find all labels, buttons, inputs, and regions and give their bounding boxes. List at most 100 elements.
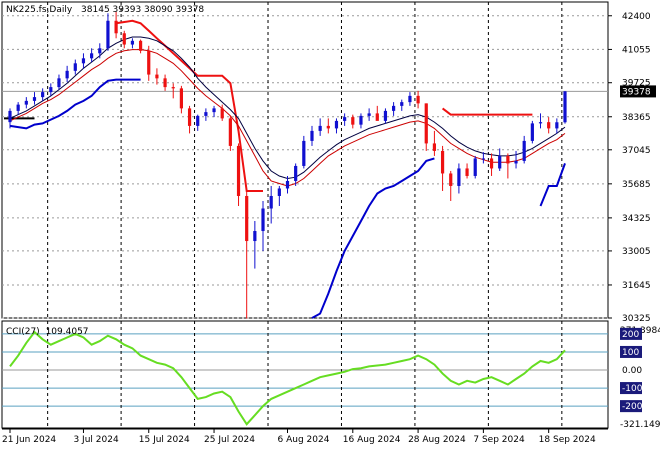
- candle-body: [440, 150, 445, 174]
- cci-axis-labels: 200 100 0.00 -100 -200: [620, 327, 643, 413]
- candle-body: [359, 115, 363, 125]
- candle-body: [498, 155, 502, 169]
- candle-body: [114, 20, 118, 34]
- price-tick-label: 34325: [622, 214, 651, 224]
- candle-body: [8, 110, 12, 123]
- candle-body: [236, 145, 241, 196]
- candle-body: [465, 168, 469, 176]
- candle-body: [375, 113, 379, 121]
- candle-body: [24, 100, 28, 105]
- candle-body: [81, 58, 86, 64]
- x-tick-label: 18 Sep 2024: [539, 435, 596, 445]
- candlesticks: [8, 12, 567, 319]
- cci-tick-label: 200: [622, 330, 639, 340]
- x-tick-label: 16 Aug 2024: [343, 435, 401, 445]
- price-tick-label: 37045: [622, 146, 651, 156]
- cci-level-box: [620, 327, 642, 340]
- candle-body: [261, 208, 265, 232]
- candle-body: [522, 140, 526, 161]
- chart-header: NK225.fs,Daily 38145 39393 38090 39378: [6, 5, 204, 15]
- candle-body: [367, 113, 371, 116]
- candle-body: [432, 143, 437, 151]
- candle-body: [73, 63, 77, 71]
- x-tick-label: 7 Sep 2024: [473, 435, 525, 445]
- cci-level-box: [620, 345, 642, 358]
- x-tick-label: 25 Jul 2024: [204, 435, 255, 445]
- candle-body: [318, 125, 322, 131]
- x-tick-label: 3 Jul 2024: [73, 435, 118, 445]
- candle-body: [138, 40, 143, 51]
- candle-body: [563, 91, 567, 123]
- price-tick-label: 33005: [622, 247, 651, 257]
- candle-body: [163, 78, 167, 88]
- stop-down-line: [115, 19, 263, 192]
- candle-body: [530, 123, 534, 141]
- candle-body: [220, 108, 224, 119]
- candle-body: [538, 122, 543, 124]
- price-tick-label: 38365: [622, 113, 651, 123]
- symbol-label: NK225.fs,Daily: [6, 5, 73, 15]
- candle-body: [212, 108, 216, 113]
- candle-body: [392, 105, 396, 111]
- candle-body: [473, 158, 477, 176]
- cci-header: CCI(27) 109.4057: [6, 327, 89, 337]
- x-tick-label: 15 Jul 2024: [139, 435, 190, 445]
- candle-body: [506, 155, 510, 164]
- candle-body: [400, 102, 404, 106]
- price-tick-label: 30325: [622, 314, 651, 324]
- x-tick-label: 21 Jun 2024: [2, 435, 56, 445]
- price-tick-label: 31645: [622, 281, 651, 291]
- stop-up-line: [311, 157, 435, 319]
- cci-tick-label: -100: [622, 384, 643, 394]
- candle-body: [269, 195, 273, 209]
- vertical-grid-main: [47, 2, 563, 318]
- candle-body: [57, 78, 61, 88]
- candle-body: [457, 168, 461, 186]
- candle-body: [343, 117, 347, 121]
- cci-level-box: [620, 382, 642, 395]
- x-tick-label: 28 Aug 2024: [408, 435, 466, 445]
- candle-body: [310, 130, 314, 141]
- cci-tick-label: -200: [622, 402, 643, 412]
- current-price-label: 39378: [622, 87, 651, 97]
- price-axis-labels: 42400 41055 39725 38365 37045 35685 34325 33005…: [622, 12, 651, 324]
- candle-body: [285, 180, 290, 189]
- x-tick-label: 6 Aug 2024: [278, 435, 330, 445]
- candle-body: [98, 48, 102, 54]
- candle-body: [449, 173, 453, 186]
- cci-tick-label: 0.00: [622, 366, 642, 376]
- candle-body: [122, 33, 126, 45]
- candle-body: [408, 95, 412, 103]
- candle-body: [155, 74, 159, 79]
- candle-body: [351, 117, 355, 125]
- candle-body: [481, 158, 485, 160]
- candle-body: [41, 92, 45, 98]
- stop-down-line: [441, 107, 533, 116]
- candle-body: [49, 87, 53, 93]
- cci-line: [9, 330, 566, 426]
- price-tick-label: 35685: [622, 180, 651, 190]
- trailing-stop-lines: [4, 19, 566, 319]
- candle-body: [277, 188, 281, 196]
- candle-body: [424, 103, 428, 144]
- candle-body: [547, 122, 551, 129]
- candle-body: [187, 108, 192, 126]
- candle-body: [334, 120, 339, 129]
- candle-body: [204, 112, 208, 116]
- candle-body: [196, 115, 200, 126]
- stop-up-line: [9, 78, 141, 130]
- candle-body: [90, 53, 94, 59]
- candle-body: [383, 110, 388, 121]
- price-tick-label: 39725: [622, 79, 651, 89]
- candle-body: [489, 158, 494, 169]
- cci-value: 109.4057: [46, 327, 89, 337]
- candle-body: [555, 122, 559, 129]
- candle-body: [294, 165, 298, 181]
- price-tick-label: 42400: [622, 12, 651, 22]
- cci-axis-bottom: -321.1491: [620, 420, 660, 430]
- candle-body: [32, 97, 37, 101]
- ohlc-values: 38145 39393 38090 39378: [81, 5, 204, 15]
- candle-body: [171, 87, 175, 89]
- cci-level-lines: [2, 333, 608, 407]
